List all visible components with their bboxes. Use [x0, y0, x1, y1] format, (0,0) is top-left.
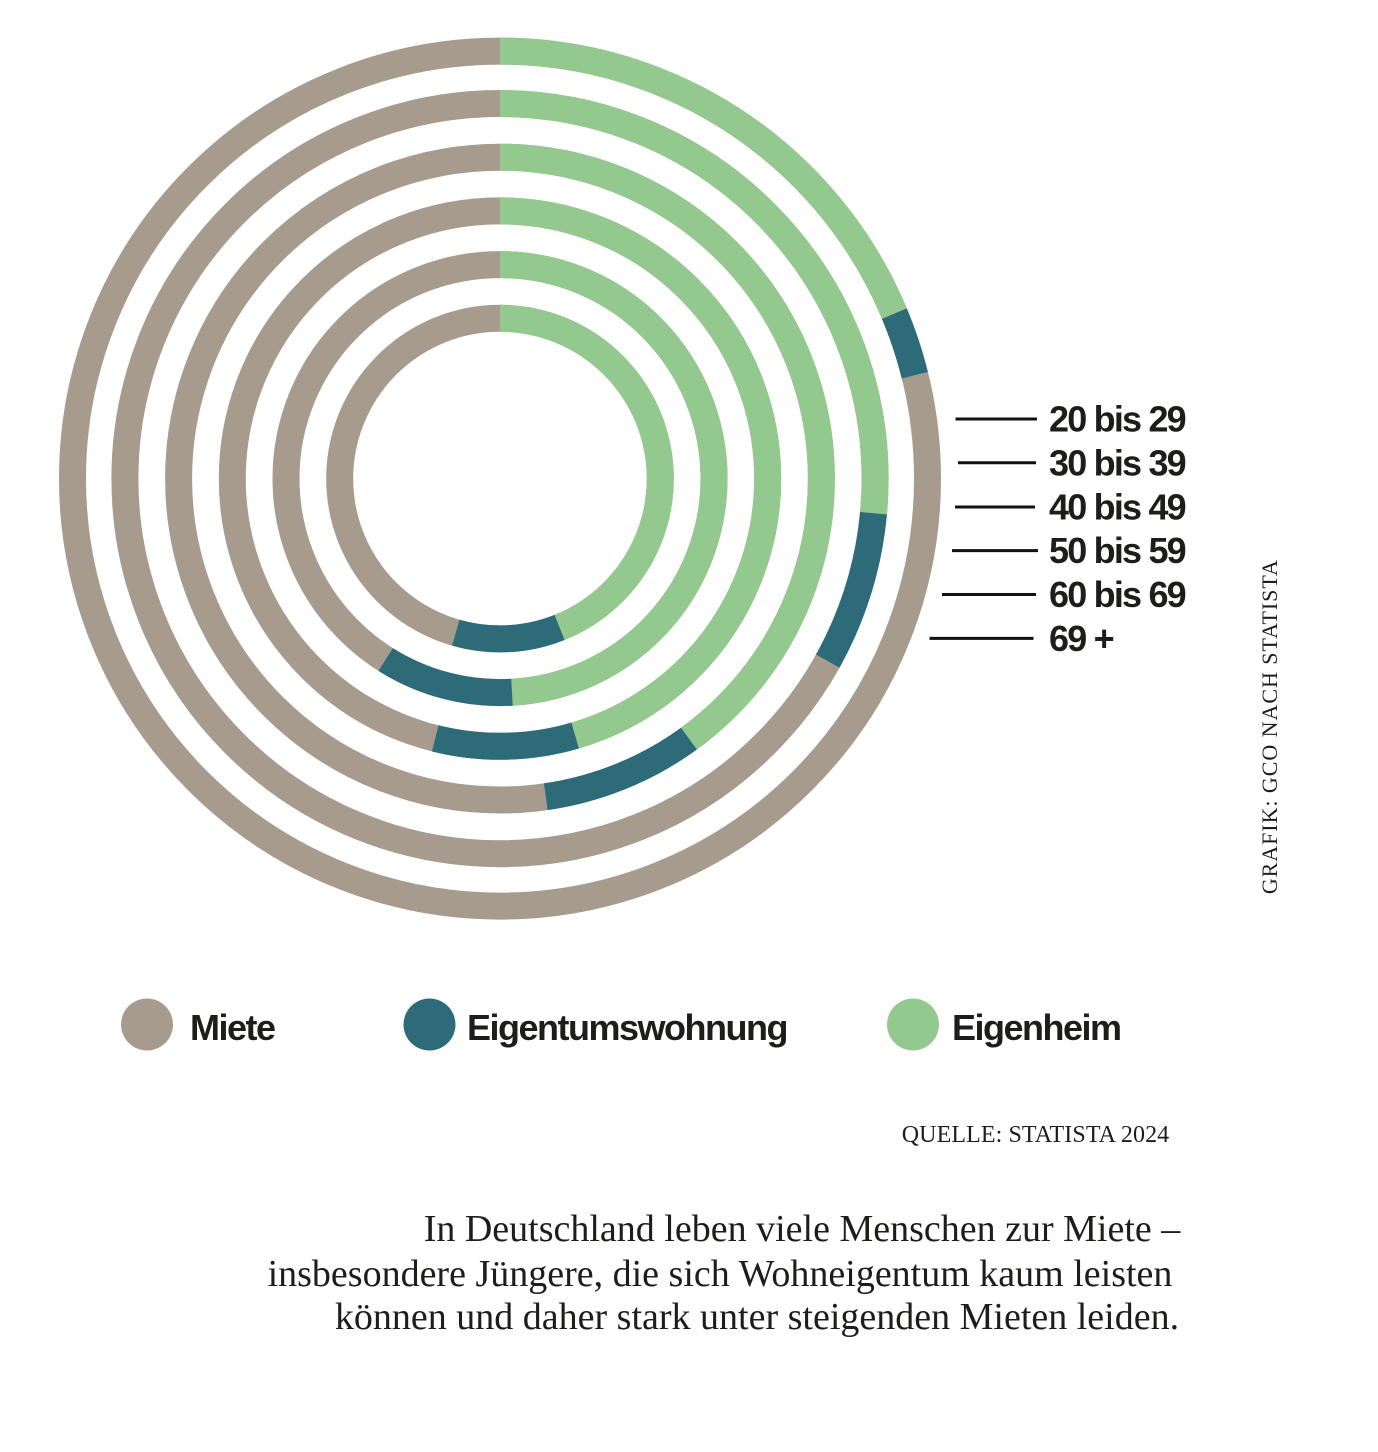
- svg-text:60 bis 69: 60 bis 69: [1049, 574, 1186, 615]
- svg-text:Eigentumswohnung: Eigentumswohnung: [467, 1007, 787, 1048]
- svg-text:50 bis 59: 50 bis 59: [1049, 530, 1186, 571]
- svg-text:20 bis 29: 20 bis 29: [1049, 399, 1186, 440]
- svg-text:können und daher stark unter s: können und daher stark unter steigenden …: [335, 1296, 1179, 1338]
- svg-text:Miete: Miete: [190, 1007, 275, 1048]
- svg-text:69 +: 69 +: [1049, 618, 1114, 659]
- svg-text:GRAFIK: GCO NACH STATISTA: GRAFIK: GCO NACH STATISTA: [1257, 559, 1282, 894]
- svg-text:insbesondere Jüngere, die sich: insbesondere Jüngere, die sich Wohneigen…: [268, 1253, 1173, 1295]
- svg-text:In Deutschland leben viele Men: In Deutschland leben viele Menschen zur …: [424, 1208, 1182, 1250]
- svg-text:40 bis 49: 40 bis 49: [1049, 487, 1186, 528]
- svg-text:QUELLE: STATISTA 2024: QUELLE: STATISTA 2024: [902, 1122, 1170, 1148]
- svg-text:Eigenheim: Eigenheim: [952, 1007, 1121, 1048]
- svg-text:30 bis 39: 30 bis 39: [1049, 442, 1186, 483]
